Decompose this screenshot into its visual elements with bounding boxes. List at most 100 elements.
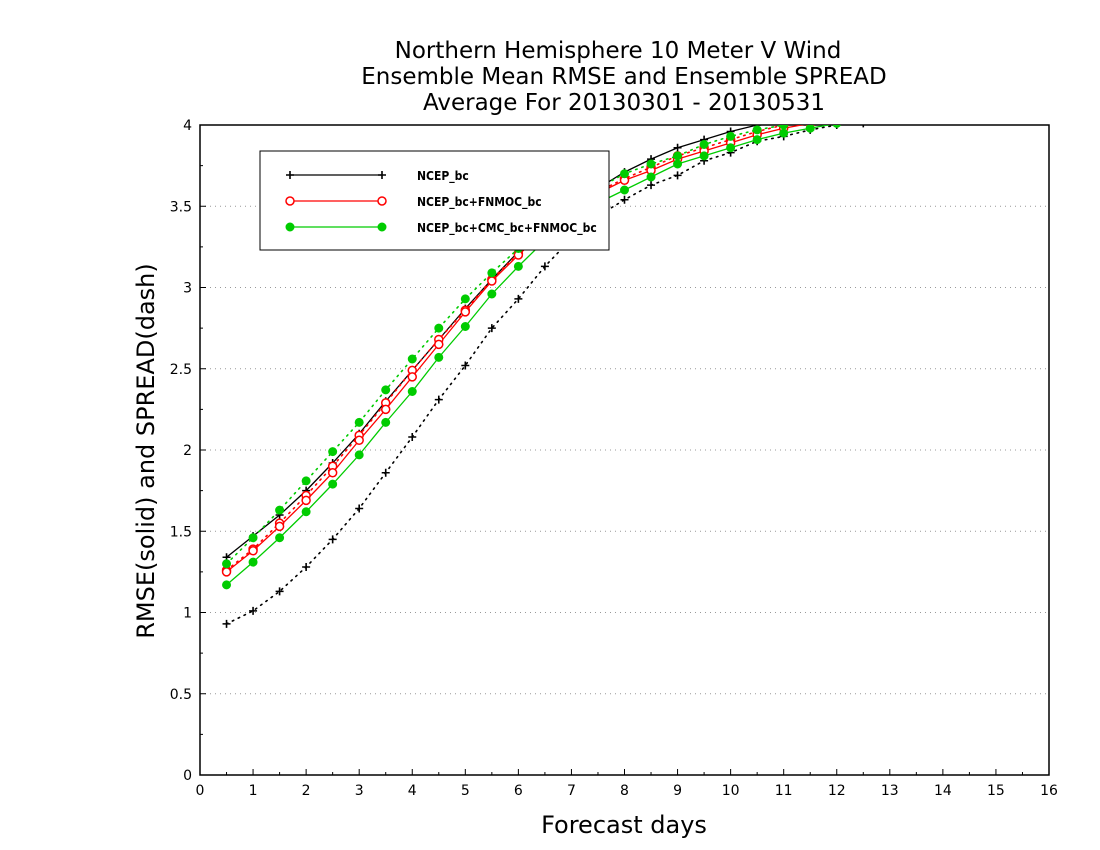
rmse-point — [992, 100, 1000, 108]
spread-point — [965, 93, 973, 101]
spread-point — [886, 105, 894, 113]
legend-marker — [285, 196, 295, 206]
spread-point — [514, 294, 523, 303]
rmse-point — [886, 111, 894, 119]
rmse-point — [434, 339, 444, 350]
x-tick-label: 0 — [196, 783, 205, 799]
y-tick-label: 2 — [183, 443, 192, 459]
spread-point — [752, 125, 762, 135]
spread-point — [965, 95, 973, 103]
spread-point — [779, 125, 789, 130]
spread-point — [859, 106, 867, 114]
y-tick-label: 3 — [183, 281, 192, 297]
spread-point — [434, 323, 444, 333]
y-tick-label: 1 — [183, 606, 192, 622]
x-tick-label: 15 — [987, 783, 1005, 799]
rmse-point — [460, 322, 470, 331]
x-tick-label: 14 — [934, 783, 952, 799]
spread-point — [673, 171, 682, 180]
rmse-point — [992, 95, 1000, 103]
rmse-point — [699, 151, 709, 161]
rmse-point — [965, 97, 973, 105]
rmse-point — [487, 276, 497, 286]
y-axis-label: RMSE(solid) and SPREAD(dash) — [132, 263, 160, 639]
spread-point — [301, 476, 311, 486]
spread-point — [1045, 100, 1053, 108]
spread-point — [408, 433, 417, 441]
spread-point — [833, 111, 841, 119]
x-tick-label: 13 — [881, 783, 899, 799]
spread-point — [859, 108, 867, 116]
spread-point — [726, 131, 736, 141]
spread-point — [381, 468, 390, 477]
spread-point — [407, 354, 417, 364]
rmse-point — [939, 105, 947, 113]
rmse-point — [380, 404, 391, 415]
x-tick-label: 1 — [249, 783, 258, 799]
x-tick-label: 4 — [408, 783, 417, 799]
rmse-point — [301, 507, 311, 517]
spread-point — [939, 97, 947, 105]
spread-point — [1045, 87, 1053, 95]
rmse-point — [1018, 84, 1026, 92]
spread-point — [673, 151, 683, 161]
x-axis: 0 1 2 3 4 5 6 7 8 9 10 11 12 13 14 15 16 — [196, 769, 1058, 799]
rmse-point — [833, 106, 841, 114]
rmse-point — [620, 185, 629, 195]
rmse-point — [859, 115, 867, 123]
rmse-point — [965, 102, 973, 110]
rmse-point — [460, 307, 471, 317]
rmse-point — [780, 116, 788, 124]
rmse-point — [859, 102, 867, 110]
rmse-point — [221, 567, 232, 577]
spread-point — [249, 606, 258, 615]
rmse-point — [222, 580, 232, 590]
spread-line — [225, 125, 791, 565]
spread-point — [912, 102, 920, 110]
spread-line — [225, 125, 789, 572]
x-tick-label: 11 — [775, 783, 793, 799]
spread-point — [833, 113, 841, 121]
spread-point — [806, 116, 814, 124]
rmse-point — [726, 143, 736, 153]
spread-point — [434, 395, 443, 404]
x-tick-label: 10 — [722, 783, 740, 799]
rmse-point — [327, 468, 338, 478]
spread-point — [487, 268, 497, 278]
legend-entry: NCEP_bc+CMC_bc+FNMOC_bc — [285, 221, 597, 236]
legend-marker — [378, 171, 386, 179]
spread-point — [302, 563, 311, 571]
legend-entry: NCEP_bc+FNMOC_bc — [285, 195, 542, 210]
legend-marker — [286, 171, 294, 179]
y-tick-label: 2.5 — [170, 362, 192, 378]
legend-marker — [285, 222, 295, 232]
legend-marker — [377, 222, 387, 232]
spread-point — [912, 100, 920, 108]
spread-point — [965, 106, 973, 114]
rmse-point — [646, 172, 656, 182]
x-tick-label: 7 — [567, 783, 576, 799]
rmse-point — [407, 372, 417, 382]
x-tick-label: 8 — [620, 783, 629, 799]
spread-point — [222, 559, 232, 569]
rmse-point — [354, 450, 364, 460]
rmse-point — [912, 95, 920, 103]
spread-point — [912, 113, 920, 121]
rmse-point — [275, 533, 285, 543]
spread-point — [1045, 89, 1053, 97]
chart-title-line-2: Ensemble Mean RMSE and Ensemble SPREAD — [361, 64, 886, 90]
rmse-point — [1045, 82, 1053, 90]
gridlines — [200, 205, 1049, 695]
rmse-point — [301, 495, 311, 506]
spread-point — [992, 105, 1000, 113]
spread-point — [461, 361, 470, 370]
rmse-point — [752, 135, 762, 145]
x-tick-label: 9 — [673, 783, 682, 799]
spread-point — [328, 535, 337, 544]
spread-point — [620, 195, 629, 204]
rmse-point — [779, 128, 789, 138]
y-axis: 0 0.5 1 1.5 2 2.5 3 3.5 4 — [170, 118, 206, 784]
legend-marker — [377, 196, 387, 206]
rmse-point — [354, 435, 364, 445]
legend-entry: NCEP_bc — [286, 169, 469, 184]
